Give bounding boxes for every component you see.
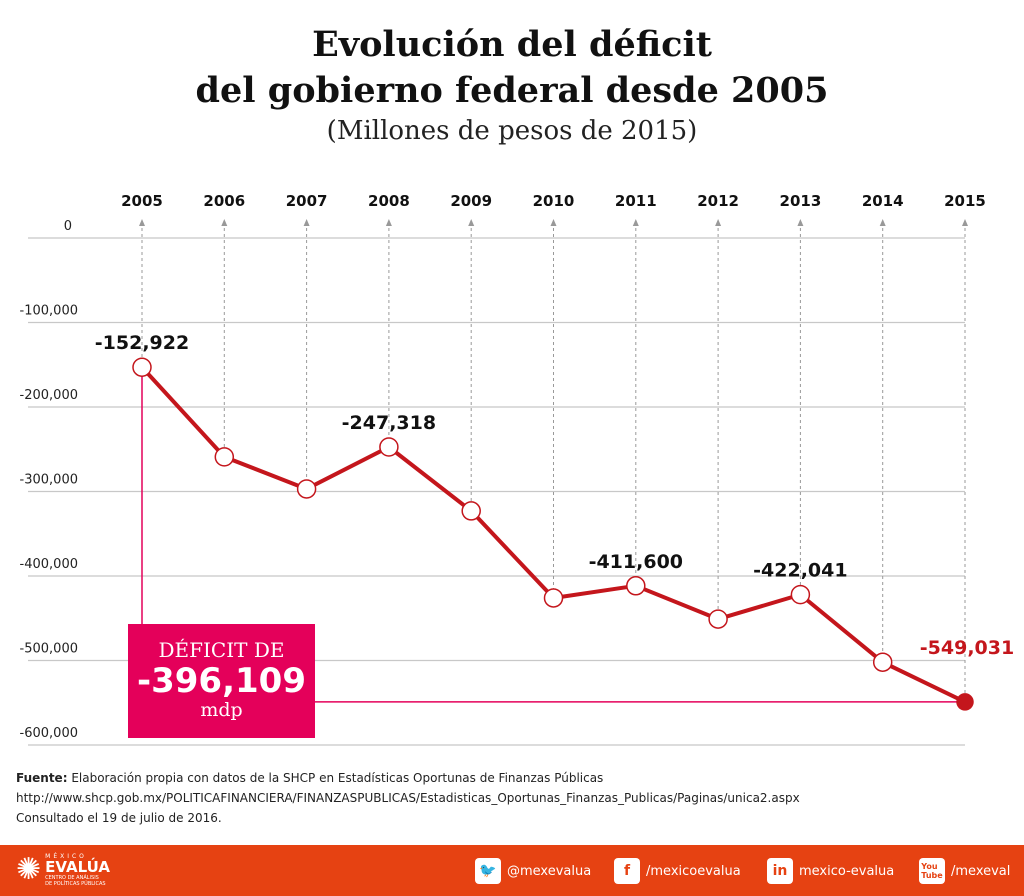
- x-guide-arrow: [468, 219, 475, 226]
- x-guide-arrow: [715, 219, 722, 226]
- y-tick-label: -400,000: [20, 557, 78, 572]
- data-label: -411,600: [589, 551, 683, 573]
- y-tick-label: 0: [64, 219, 72, 234]
- y-tick-label: -300,000: [20, 473, 78, 488]
- youtube-icon: You Tube: [919, 858, 945, 884]
- source-label: Fuente:: [16, 771, 68, 785]
- title-line-1: Evolución del déficit: [312, 24, 712, 65]
- x-guide-arrow: [385, 219, 392, 226]
- x-tick-label: 2008: [368, 192, 410, 210]
- x-tick-label: 2005: [121, 192, 163, 210]
- facebook-link[interactable]: f/mexicoevalua: [614, 858, 741, 884]
- footer: ✺ MÉXICO EVALÚA CENTRO DE ANÁLISIS DE POLÍT…: [0, 845, 1024, 896]
- source-url[interactable]: http://www.shcp.gob.mx/POLITICAFINANCIER…: [16, 791, 800, 805]
- callout-unit: mdp: [200, 699, 243, 721]
- source-note: Fuente: Elaboración propia con datos de …: [16, 768, 800, 828]
- x-tick-label: 2011: [615, 192, 657, 210]
- data-label: -247,318: [342, 412, 436, 434]
- data-point: [214, 447, 235, 467]
- chart-title: Evolución del déficit del gobierno federa…: [0, 22, 1024, 114]
- y-tick-label: -200,000: [20, 388, 78, 403]
- data-point: [626, 576, 646, 596]
- title-line-2: del gobierno federal desde 2005: [195, 70, 829, 111]
- x-guide-arrow: [962, 219, 968, 226]
- x-guide-arrow: [139, 219, 145, 226]
- y-tick-label: -500,000: [20, 642, 78, 657]
- x-tick-label: 2009: [450, 192, 492, 210]
- x-tick-label: 2010: [533, 192, 575, 210]
- linkedin-icon: in: [767, 858, 793, 884]
- x-guide-arrow: [797, 219, 804, 226]
- facebook-label: /mexicoevalua: [646, 863, 741, 879]
- x-guide-arrow: [221, 219, 228, 226]
- logo-top: MÉXICO: [45, 853, 87, 860]
- source-text: Elaboración propia con datos de la SHCP …: [67, 771, 604, 785]
- data-point: [543, 588, 564, 608]
- source-consulted: Consultado el 19 de julio de 2016.: [16, 811, 222, 825]
- linkedin-link[interactable]: in mexico-evalua: [767, 858, 894, 884]
- data-label: -422,041: [753, 560, 847, 582]
- facebook-icon: f: [614, 858, 640, 884]
- data-label: -152,922: [95, 332, 189, 354]
- data-point: [461, 501, 481, 521]
- data-point: [296, 479, 317, 499]
- mexico-evalua-logo[interactable]: ✺ MÉXICO EVALÚA CENTRO DE ANÁLISIS DE POLÍT…: [16, 853, 110, 887]
- twitter-link[interactable]: 🐦 @mexevalua: [475, 858, 591, 884]
- x-guide-arrow: [303, 219, 310, 226]
- data-point: [132, 357, 152, 377]
- x-tick-label: 2012: [697, 192, 739, 210]
- linkedin-label: mexico-evalua: [799, 863, 895, 879]
- x-tick-label: 2014: [862, 192, 904, 210]
- x-tick-label: 2013: [780, 192, 822, 210]
- chart-subtitle: (Millones de pesos de 2015): [326, 116, 698, 146]
- data-point: [790, 584, 811, 605]
- data-point: [379, 437, 399, 457]
- youtube-link[interactable]: You Tube/mexeval: [919, 858, 1010, 884]
- callout-label: DÉFICIT DE: [158, 638, 285, 662]
- data-point: [708, 609, 728, 629]
- youtube-label: /mexeval: [951, 863, 1011, 879]
- y-tick-label: -100,000: [20, 304, 78, 319]
- star-logo-icon: ✺: [16, 852, 42, 887]
- x-tick-label: 2006: [203, 192, 245, 210]
- twitter-icon: 🐦: [475, 858, 501, 884]
- data-point: [956, 693, 974, 711]
- callout-value: -396,109: [137, 661, 306, 701]
- y-tick-label: -600,000: [20, 726, 78, 741]
- twitter-label: @mexevalua: [507, 863, 592, 879]
- logo-sub2: DE POLÍTICAS PÚBLICAS: [45, 881, 106, 887]
- logo-main: EVALÚA: [45, 858, 110, 876]
- x-guide-arrow: [879, 219, 886, 226]
- data-point: [872, 652, 893, 672]
- x-tick-label: 2015: [944, 192, 986, 210]
- data-label: -549,031: [920, 637, 1014, 659]
- x-guide-arrow: [632, 219, 639, 226]
- deficit-callout: DÉFICIT DE -396,109 mdp: [128, 624, 315, 738]
- x-guide-arrow: [550, 219, 557, 226]
- logo-sub1: CENTRO DE ANÁLISIS: [45, 875, 99, 881]
- x-tick-label: 2007: [286, 192, 328, 210]
